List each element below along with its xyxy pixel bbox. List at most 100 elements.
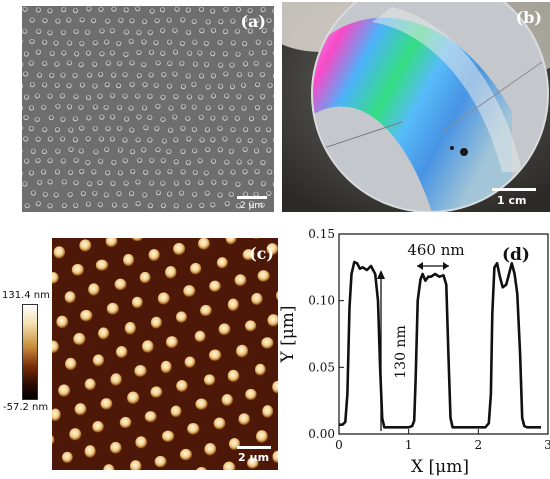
- afm-pillar: [200, 304, 212, 317]
- sem-dot: [53, 192, 59, 198]
- sem-dot: [167, 60, 173, 67]
- sem-dot: [210, 158, 217, 164]
- afm-pillar: [236, 344, 249, 358]
- sem-dot: [180, 148, 186, 155]
- sem-dot: [210, 115, 216, 121]
- sem-dot: [242, 61, 249, 67]
- sem-dot: [228, 191, 234, 197]
- sem-dot: [186, 94, 193, 100]
- afm-pillar: [204, 442, 217, 456]
- sem-dot: [167, 127, 174, 133]
- sem-dot: [22, 181, 28, 187]
- sem-dot: [73, 94, 79, 100]
- sem-dot: [41, 104, 47, 110]
- sem-dot: [111, 72, 117, 78]
- sem-dot: [160, 116, 166, 123]
- sem-dot: [191, 81, 197, 88]
- sem-dot: [185, 179, 191, 186]
- afm-pillar: [69, 428, 82, 441]
- sem-dot: [37, 179, 43, 185]
- sem-dot: [22, 105, 24, 110]
- sem-dot: [66, 104, 73, 110]
- sem-dot: [47, 136, 53, 142]
- sem-dot: [242, 127, 249, 133]
- sem-dot: [28, 126, 34, 132]
- sem-dot: [97, 202, 103, 208]
- afm-pillar: [257, 270, 270, 282]
- sem-dot: [160, 180, 166, 186]
- sem-dot: [117, 104, 123, 111]
- sem-dot: [116, 40, 122, 47]
- sem-dot: [259, 93, 266, 100]
- afm-pillar: [52, 408, 61, 422]
- afm-pillar: [198, 238, 210, 250]
- sem-dot: [180, 104, 186, 110]
- sem-dot: [248, 116, 255, 122]
- sem-dot: [179, 60, 185, 67]
- sem-dot: [92, 190, 98, 196]
- sem-dot: [210, 8, 216, 14]
- sem-dot: [180, 17, 186, 23]
- sem-dot: [222, 179, 228, 186]
- afm-pillar: [150, 316, 162, 329]
- sem-dot: [267, 82, 273, 89]
- sem-dot: [236, 71, 243, 78]
- sem-dot: [172, 114, 178, 120]
- sem-dot: [234, 28, 241, 34]
- sem-dot: [129, 18, 135, 24]
- sem-dot: [61, 7, 67, 13]
- sem-dot: [172, 27, 178, 34]
- sem-dot: [247, 159, 253, 165]
- sem-dot: [142, 192, 148, 198]
- y-tick-label: 0.15: [308, 227, 335, 241]
- sem-dot: [205, 19, 211, 25]
- afm-pillar: [209, 280, 221, 292]
- sem-dot: [229, 105, 235, 111]
- afm-pillar: [98, 327, 110, 340]
- sem-dot: [87, 72, 93, 78]
- sem-dot: [72, 8, 79, 14]
- sem-dot: [166, 17, 172, 23]
- afm-pillar: [196, 467, 207, 470]
- sem-dot: [210, 93, 217, 99]
- sem-dot: [86, 115, 92, 121]
- sem-dot: [85, 136, 91, 142]
- y-tick-label: 0.10: [308, 294, 335, 308]
- sem-dot: [29, 17, 35, 23]
- afm-pillar: [184, 356, 196, 368]
- sem-dot: [105, 170, 111, 176]
- afm-pillar: [110, 441, 122, 454]
- afm-pillar: [64, 291, 76, 304]
- sem-dot: [117, 170, 124, 176]
- sem-dot: [116, 125, 123, 132]
- width-arrow-head-right: [443, 262, 449, 270]
- sem-dot: [91, 169, 97, 175]
- panel-b-scalebar-label: 1 cm: [497, 194, 527, 207]
- sem-dot: [35, 7, 41, 13]
- sem-dot: [53, 40, 59, 46]
- sem-dot: [72, 116, 78, 122]
- panel-c-scalebar-label: 2 μm: [238, 451, 270, 464]
- sem-dot: [55, 103, 61, 109]
- sem-dot: [242, 146, 248, 153]
- sem-dot: [266, 105, 272, 111]
- sem-dot: [124, 116, 130, 122]
- sem-dot: [129, 81, 135, 88]
- sem-dot: [128, 38, 134, 44]
- sem-dot: [180, 84, 187, 90]
- sem-dot: [122, 158, 128, 164]
- sem-dot: [79, 168, 85, 175]
- sem-dot: [79, 40, 85, 47]
- sem-dot: [253, 148, 260, 154]
- sem-dot: [22, 62, 24, 67]
- sem-dot: [40, 169, 47, 175]
- sem-dot: [54, 127, 61, 133]
- sem-dot: [141, 147, 147, 153]
- sem-dot: [218, 19, 224, 25]
- sem-dot: [123, 7, 129, 13]
- sem-dot: [155, 60, 161, 66]
- sem-dot: [254, 168, 260, 175]
- afm-pillar: [261, 337, 274, 349]
- sem-dot: [97, 71, 104, 78]
- sem-dot: [67, 191, 73, 198]
